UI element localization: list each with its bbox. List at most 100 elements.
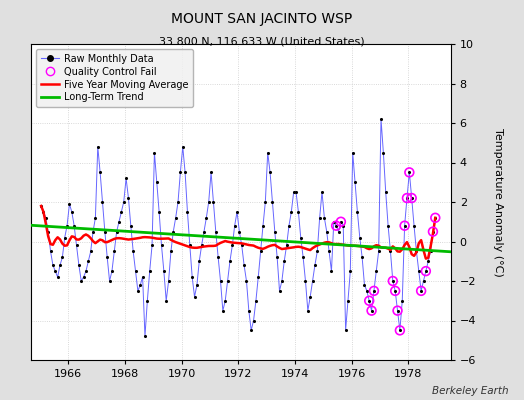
Point	[152, 179, 161, 186]
Point	[389, 278, 397, 284]
Point	[261, 199, 269, 205]
Point	[157, 242, 166, 249]
Point	[342, 327, 350, 334]
Point	[339, 222, 347, 229]
Point	[68, 209, 76, 215]
Point	[91, 214, 100, 221]
Point	[389, 278, 397, 284]
Point	[259, 222, 267, 229]
Point	[56, 262, 64, 268]
Point	[176, 169, 184, 176]
Point	[273, 254, 281, 260]
Text: 33.800 N, 116.633 W (United States): 33.800 N, 116.633 W (United States)	[159, 36, 365, 46]
Point	[101, 228, 109, 235]
Point	[294, 209, 302, 215]
Point	[320, 214, 329, 221]
Point	[165, 278, 173, 284]
Point	[372, 268, 380, 274]
Point	[44, 228, 52, 235]
Point	[110, 248, 118, 254]
Point	[141, 333, 149, 340]
Point	[398, 298, 407, 304]
Point	[358, 254, 366, 260]
Point	[167, 248, 175, 254]
Point	[337, 218, 345, 225]
Point	[330, 218, 338, 225]
Point	[143, 298, 151, 304]
Point	[84, 258, 93, 264]
Point	[268, 199, 277, 205]
Point	[328, 268, 336, 274]
Point	[193, 282, 201, 288]
Point	[431, 214, 440, 221]
Point	[275, 288, 283, 294]
Point	[303, 308, 312, 314]
Point	[115, 218, 123, 225]
Point	[58, 254, 67, 260]
Point	[207, 169, 215, 176]
Point	[185, 242, 194, 249]
Point	[386, 248, 395, 254]
Point	[237, 242, 246, 249]
Point	[226, 258, 234, 264]
Point	[292, 189, 300, 195]
Point	[410, 222, 418, 229]
Point	[247, 327, 255, 334]
Point	[365, 298, 374, 304]
Point	[375, 248, 383, 254]
Point	[86, 248, 95, 254]
Point	[242, 278, 250, 284]
Point	[216, 278, 225, 284]
Point	[200, 228, 208, 235]
Point	[75, 262, 83, 268]
Point	[297, 234, 305, 241]
Point	[311, 262, 319, 268]
Point	[129, 248, 137, 254]
Point	[332, 222, 341, 229]
Point	[429, 228, 437, 235]
Point	[132, 268, 140, 274]
Point	[171, 214, 180, 221]
Point	[381, 189, 390, 195]
Point	[174, 199, 182, 205]
Y-axis label: Temperature Anomaly (°C): Temperature Anomaly (°C)	[493, 128, 503, 276]
Point	[63, 222, 71, 229]
Point	[155, 209, 163, 215]
Point	[429, 228, 437, 235]
Point	[367, 308, 376, 314]
Point	[422, 268, 430, 274]
Point	[403, 195, 411, 201]
Point	[337, 218, 345, 225]
Point	[396, 327, 404, 334]
Point	[94, 144, 102, 150]
Point	[313, 248, 322, 254]
Point	[348, 150, 357, 156]
Point	[51, 268, 60, 274]
Point	[254, 274, 263, 280]
Point	[146, 268, 154, 274]
Point	[181, 169, 189, 176]
Point	[422, 268, 430, 274]
Point	[204, 199, 213, 205]
Point	[183, 209, 192, 215]
Point	[289, 189, 298, 195]
Point	[367, 308, 376, 314]
Point	[391, 288, 399, 294]
Point	[221, 298, 230, 304]
Point	[394, 308, 402, 314]
Legend: Raw Monthly Data, Quality Control Fail, Five Year Moving Average, Long-Term Tren: Raw Monthly Data, Quality Control Fail, …	[36, 49, 193, 107]
Point	[287, 209, 296, 215]
Point	[301, 278, 310, 284]
Point	[323, 228, 331, 235]
Point	[405, 169, 413, 176]
Point	[119, 199, 128, 205]
Point	[403, 195, 411, 201]
Point	[315, 214, 324, 221]
Point	[245, 308, 253, 314]
Point	[61, 234, 69, 241]
Point	[332, 222, 341, 229]
Point	[103, 254, 112, 260]
Point	[72, 242, 81, 249]
Point	[419, 278, 428, 284]
Point	[280, 258, 288, 264]
